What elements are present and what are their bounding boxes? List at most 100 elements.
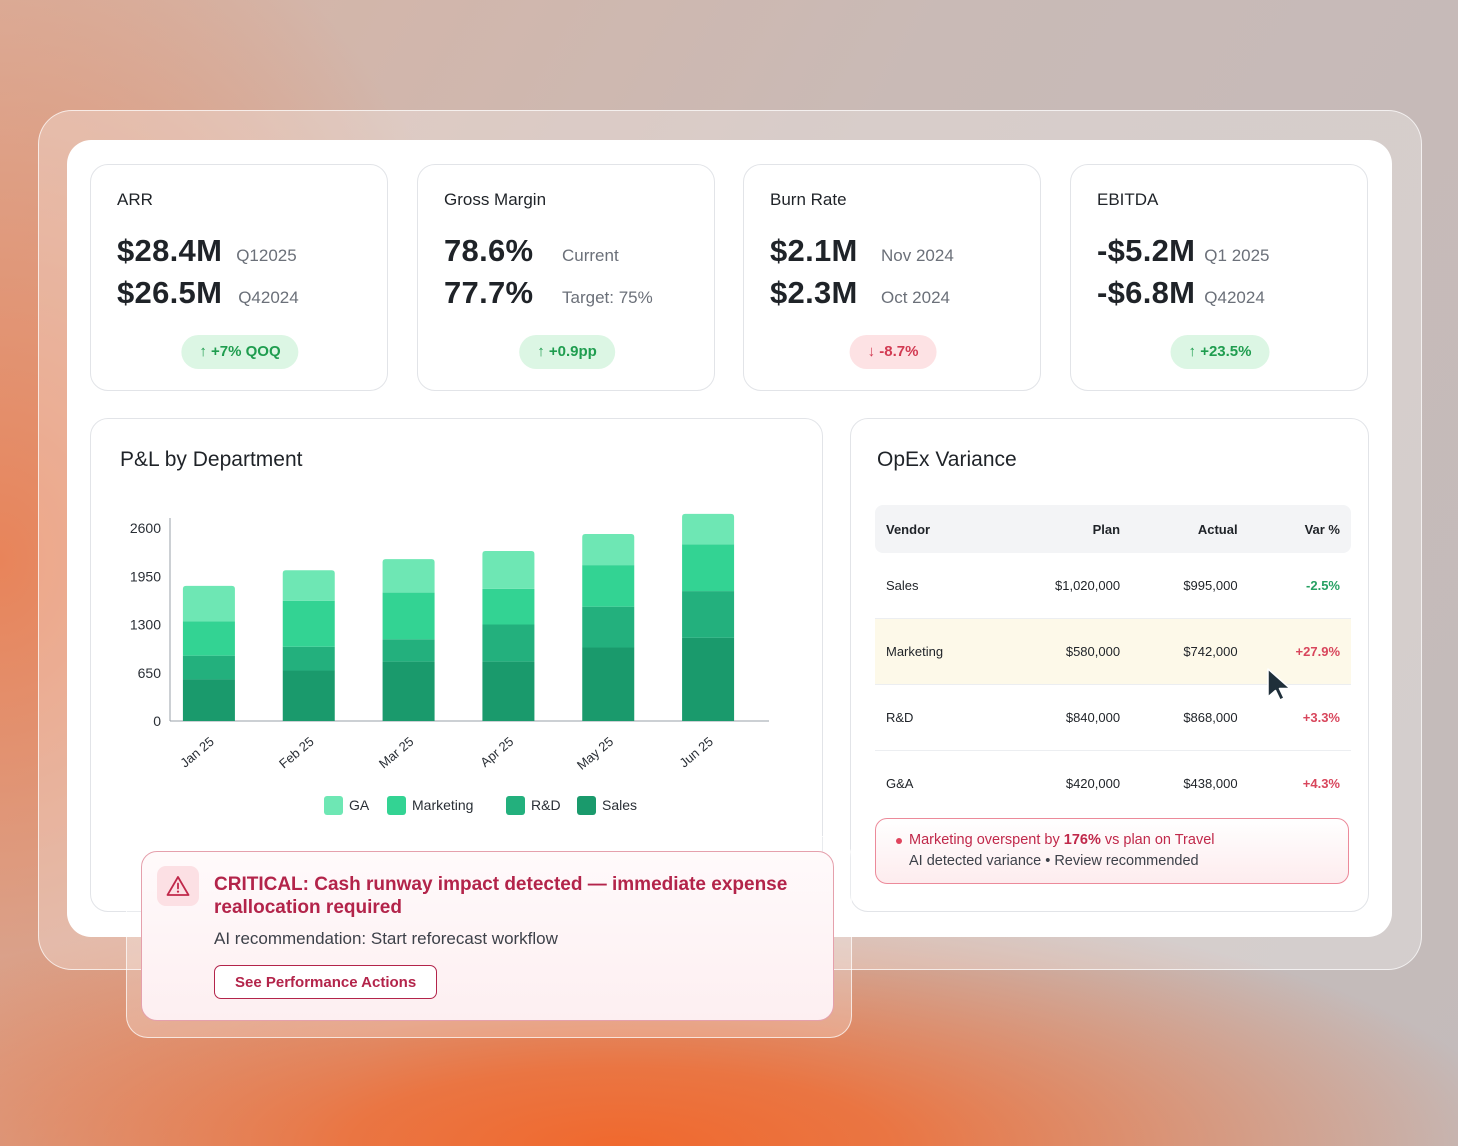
alert-recommendation: AI recommendation: Start reforecast work… bbox=[214, 929, 558, 948]
kpi-value: 77.7% bbox=[444, 275, 534, 310]
bar-segment-ga bbox=[182, 585, 235, 622]
opex-table: Vendor Plan Actual Var % Sales $1,020,00… bbox=[875, 505, 1351, 816]
bar-segment-marketing bbox=[582, 565, 635, 607]
kpi-period: Q42024 bbox=[238, 288, 299, 307]
actual-cell: $742,000 bbox=[1131, 618, 1249, 685]
bar-segment-rd bbox=[582, 606, 635, 648]
y-tick-label: 650 bbox=[138, 665, 162, 681]
bar-segment-marketing bbox=[482, 588, 535, 625]
table-header: Vendor Plan Actual Var % bbox=[875, 505, 1351, 553]
kpi-target: Target: 75% bbox=[562, 288, 653, 307]
kpi-badge: ↓ -8.7% bbox=[849, 335, 937, 369]
kpi-value: $26.5M bbox=[117, 275, 223, 310]
legend-swatch bbox=[387, 796, 406, 815]
actual-cell: $438,000 bbox=[1183, 776, 1238, 791]
y-tick-label: 0 bbox=[153, 713, 161, 729]
x-tick-label: May 25 bbox=[574, 734, 616, 773]
bar-segment-marketing bbox=[182, 621, 235, 656]
opex-variance-card: OpEx Variance Vendor Plan Actual Var % S… bbox=[850, 418, 1369, 912]
legend-swatch bbox=[324, 796, 343, 815]
bar-segment-sales bbox=[482, 661, 535, 721]
kpi-value: $2.1M bbox=[770, 233, 858, 268]
variance-insight[interactable]: Marketing overspent by 176% vs plan on T… bbox=[875, 818, 1349, 884]
plan-cell: $420,000 bbox=[1065, 776, 1121, 791]
column-header-vendor[interactable]: Vendor bbox=[875, 505, 997, 553]
bar-segment-ga bbox=[582, 533, 635, 566]
bar-segment-rd bbox=[382, 639, 435, 662]
insight-line: Marketing overspent by 176% vs plan on T… bbox=[896, 832, 1348, 848]
kpi-period: Q42024 bbox=[1204, 288, 1265, 307]
bar-segment-marketing bbox=[282, 600, 335, 647]
kpi-value: $28.4M bbox=[117, 233, 223, 268]
bar-segment-marketing bbox=[682, 544, 735, 592]
plan-cell: $840,000 bbox=[996, 684, 1132, 751]
variance-cell: -2.5% bbox=[1248, 553, 1351, 619]
column-header-actual[interactable]: Actual bbox=[1131, 505, 1249, 553]
y-tick-label: 2600 bbox=[130, 520, 161, 536]
kpi-card-ebitda[interactable]: EBITDA -$5.2M Q1 2025 -$6.8M Q42024 ↑ +23.… bbox=[1070, 164, 1368, 391]
x-tick-label: Mar 25 bbox=[376, 734, 417, 772]
alert-title: CRITICAL: Cash runway impact detected — … bbox=[214, 874, 788, 918]
variance-cell: +27.9% bbox=[1248, 618, 1351, 685]
kpi-period: Oct 2024 bbox=[881, 288, 950, 307]
kpi-period: Q1 2025 bbox=[1204, 246, 1270, 265]
pl-stacked-bar-chart: 2600 1950 1300 650 0 Jan 25 Feb 25 Mar 25 Apr 25… bbox=[130, 513, 769, 815]
arrow-up-icon: ↑ bbox=[199, 343, 207, 360]
arrow-up-icon: ↑ bbox=[537, 343, 545, 360]
vendor-cell: Marketing bbox=[875, 618, 997, 685]
kpi-card-arr[interactable]: ARR $28.4M Q12025 $26.5M Q42024 ↑ +7% QOQ bbox=[90, 164, 388, 391]
insight-detail: AI detected variance • Review recommende… bbox=[909, 853, 1199, 869]
x-tick-label: Apr 25 bbox=[477, 734, 516, 770]
legend-label: Marketing bbox=[412, 797, 473, 813]
x-tick-label: Feb 25 bbox=[276, 734, 317, 772]
vendor-cell: Sales bbox=[875, 553, 997, 619]
bar-segment-rd bbox=[282, 646, 335, 671]
legend-swatch bbox=[577, 796, 596, 815]
kpi-period: Current bbox=[562, 246, 619, 265]
kpi-title: Gross Margin bbox=[444, 190, 547, 209]
bar-segment-ga bbox=[482, 551, 535, 589]
variance-cell: +3.3% bbox=[1248, 684, 1351, 751]
table-row[interactable]: Sales $1,020,000 $995,000 -2.5% bbox=[875, 553, 1351, 619]
variance-cell: +4.3% bbox=[1302, 776, 1340, 791]
table-row[interactable]: G&A $420,000 $438,000 +4.3% bbox=[875, 751, 1351, 817]
bar-segment-sales bbox=[382, 661, 435, 721]
vendor-cell: R&D bbox=[875, 684, 997, 751]
kpi-title: Burn Rate bbox=[770, 190, 847, 209]
arrow-up-icon: ↑ bbox=[1188, 343, 1197, 360]
kpi-badge: ↑ +0.9pp bbox=[519, 335, 615, 369]
bar-segment-rd bbox=[482, 624, 535, 662]
kpi-badge: ↑ +23.5% bbox=[1170, 335, 1270, 369]
kpi-value: -$6.8M bbox=[1097, 275, 1196, 310]
kpi-period: Nov 2024 bbox=[881, 246, 954, 265]
bar-segment-ga bbox=[382, 559, 435, 593]
legend-label: GA bbox=[349, 797, 370, 813]
column-header-plan[interactable]: Plan bbox=[996, 505, 1132, 553]
bar-segment-sales bbox=[182, 679, 235, 721]
bar-segment-marketing bbox=[382, 592, 435, 640]
kpi-title: EBITDA bbox=[1097, 190, 1159, 209]
x-tick-label: Jan 25 bbox=[177, 734, 217, 771]
kpi-card-gross-margin[interactable]: Gross Margin 78.6% Current 77.7% Target: 7… bbox=[417, 164, 715, 391]
plan-cell: $1,020,000 bbox=[996, 553, 1132, 619]
column-header-var[interactable]: Var % bbox=[1248, 505, 1351, 553]
table-row-highlighted[interactable]: Marketing $580,000 $742,000 +27.9% bbox=[875, 618, 1351, 685]
see-performance-actions-button[interactable]: See Performance Actions bbox=[214, 965, 438, 999]
kpi-value: $2.3M bbox=[770, 275, 858, 310]
kpi-value: -$5.2M bbox=[1097, 233, 1196, 268]
actual-cell: $868,000 bbox=[1131, 684, 1249, 751]
chart-title: P&L by Department bbox=[120, 448, 303, 471]
table-row[interactable]: R&D $840,000 $868,000 +3.3% bbox=[875, 684, 1351, 751]
kpi-card-burn-rate[interactable]: Burn Rate $2.1M Nov 2024 $2.3M Oct 2024 ↓ … bbox=[743, 164, 1041, 391]
critical-alert: CRITICAL: Cash runway impact detected — … bbox=[141, 851, 834, 1021]
actual-cell: $995,000 bbox=[1131, 553, 1249, 619]
kpi-value: 78.6% bbox=[444, 233, 534, 268]
bar-segment-sales bbox=[582, 647, 635, 721]
legend-swatch bbox=[506, 796, 525, 815]
mouse-cursor-icon bbox=[1267, 668, 1291, 701]
bar-segment-ga bbox=[682, 513, 735, 545]
kpi-period: Q12025 bbox=[236, 246, 297, 265]
opex-title: OpEx Variance bbox=[877, 448, 1017, 471]
kpi-title: ARR bbox=[117, 190, 153, 209]
y-tick-label: 1950 bbox=[130, 568, 161, 584]
